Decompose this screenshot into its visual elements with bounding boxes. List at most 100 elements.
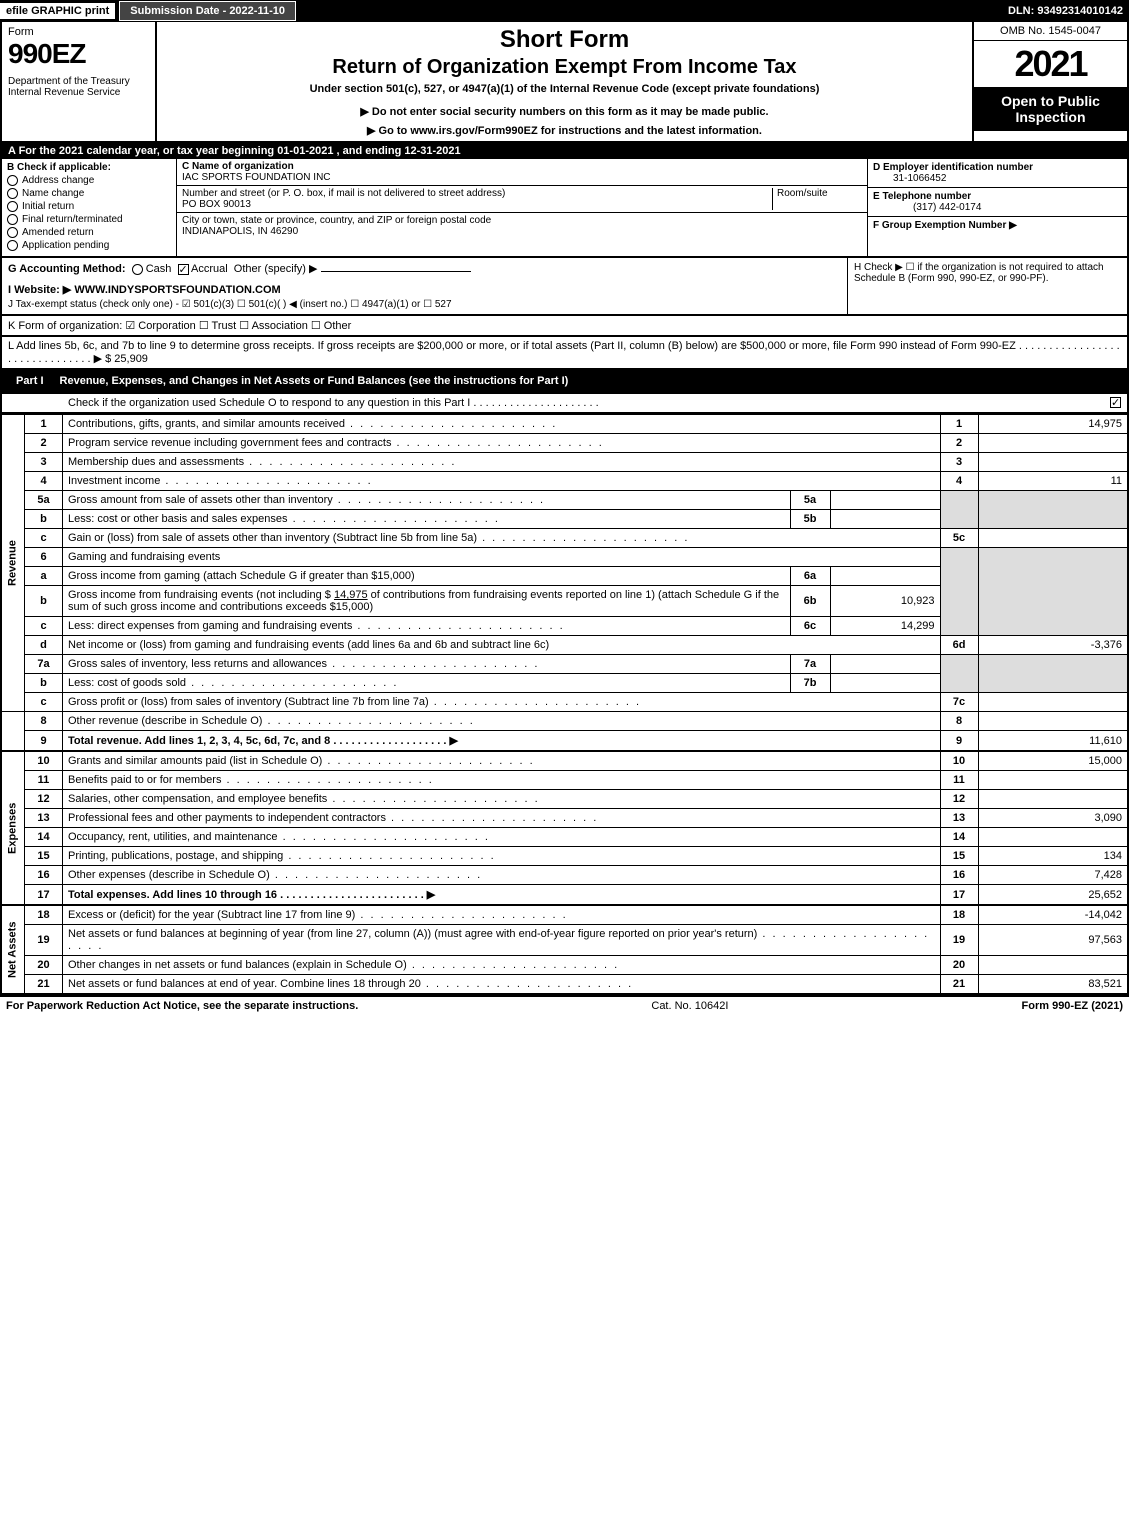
top-bar: efile GRAPHIC print Submission Date - 20… — [0, 0, 1129, 22]
l15-desc: Printing, publications, postage, and shi… — [68, 850, 283, 862]
l14-ln: 14 — [940, 828, 978, 847]
l18-ln: 18 — [940, 905, 978, 925]
l8-desc: Other revenue (describe in Schedule O) — [68, 715, 262, 727]
l19-desc: Net assets or fund balances at beginning… — [68, 928, 757, 940]
city-label: City or town, state or province, country… — [182, 215, 491, 226]
l7b-desc: Less: cost of goods sold — [68, 677, 186, 689]
col-b-check-applicable: B Check if applicable: Address change Na… — [2, 159, 177, 256]
efile-label: efile GRAPHIC print — [0, 3, 115, 19]
l16-desc: Other expenses (describe in Schedule O) — [68, 869, 270, 881]
room-label: Room/suite — [777, 188, 828, 199]
l-text: L Add lines 5b, 6c, and 7b to line 9 to … — [8, 340, 1120, 365]
l13-val: 3,090 — [978, 809, 1128, 828]
l3-desc: Membership dues and assessments — [68, 456, 244, 468]
l12-desc: Salaries, other compensation, and employ… — [68, 793, 327, 805]
l6-num: 6 — [25, 548, 63, 567]
l6d-ln: 6d — [940, 636, 978, 655]
l17-val: 25,652 — [978, 885, 1128, 906]
l5b-sv — [830, 510, 940, 529]
subtitle: Under section 501(c), 527, or 4947(a)(1)… — [165, 83, 964, 95]
tax-year: 2021 — [974, 41, 1127, 87]
goto-note: ▶ Go to www.irs.gov/Form990EZ for instru… — [165, 124, 964, 137]
l4-val: 11 — [978, 472, 1128, 491]
l5c-val — [978, 529, 1128, 548]
chk-application-pending[interactable] — [7, 240, 18, 251]
l8-val — [978, 712, 1128, 731]
l14-num: 14 — [25, 828, 63, 847]
l2-val — [978, 434, 1128, 453]
form-word: Form — [8, 26, 149, 38]
opt-initial-return: Initial return — [22, 201, 74, 212]
l3-ln: 3 — [940, 453, 978, 472]
l15-ln: 15 — [940, 847, 978, 866]
chk-accrual[interactable] — [178, 264, 189, 275]
row-l: L Add lines 5b, 6c, and 7b to line 9 to … — [0, 337, 1129, 370]
radio-cash[interactable] — [132, 264, 143, 275]
l13-num: 13 — [25, 809, 63, 828]
side-netassets: Net Assets — [1, 905, 25, 994]
street-value: PO BOX 90013 — [182, 199, 251, 210]
part1-schedule-o-check[interactable] — [1110, 397, 1121, 408]
l4-num: 4 — [25, 472, 63, 491]
l6a-sv — [830, 567, 940, 586]
l7a-num: 7a — [25, 655, 63, 674]
c-name-label: C Name of organization — [182, 161, 294, 172]
l8-ln: 8 — [940, 712, 978, 731]
l21-desc: Net assets or fund balances at end of ye… — [68, 978, 421, 990]
l7b-sn: 7b — [790, 674, 830, 693]
l16-ln: 16 — [940, 866, 978, 885]
chk-address-change[interactable] — [7, 175, 18, 186]
l6b-sv: 10,923 — [830, 586, 940, 617]
l-val: 25,909 — [114, 353, 148, 365]
l7b-sv — [830, 674, 940, 693]
l7a-sn: 7a — [790, 655, 830, 674]
l10-num: 10 — [25, 751, 63, 771]
part1-title: Revenue, Expenses, and Changes in Net As… — [60, 375, 569, 387]
l6d-num: d — [25, 636, 63, 655]
l4-desc: Investment income — [68, 475, 160, 487]
chk-initial-return[interactable] — [7, 201, 18, 212]
opt-final-return: Final return/terminated — [22, 214, 123, 225]
l8-num: 8 — [25, 712, 63, 731]
lines-table: Revenue 1 Contributions, gifts, grants, … — [0, 414, 1129, 995]
org-name: IAC SPORTS FOUNDATION INC — [182, 172, 331, 183]
l5a-sn: 5a — [790, 491, 830, 510]
l6b-sn: 6b — [790, 586, 830, 617]
l6d-desc: Net income or (loss) from gaming and fun… — [63, 636, 941, 655]
l6b-num: b — [25, 586, 63, 617]
col-c-org-info: C Name of organization IAC SPORTS FOUNDA… — [177, 159, 867, 256]
l5a-sv — [830, 491, 940, 510]
l7c-val — [978, 693, 1128, 712]
chk-amended-return[interactable] — [7, 227, 18, 238]
l14-desc: Occupancy, rent, utilities, and maintena… — [68, 831, 278, 843]
ssn-note: ▶ Do not enter social security numbers o… — [165, 105, 964, 118]
side-revenue: Revenue — [1, 415, 25, 712]
header-right: OMB No. 1545-0047 2021 Open to Public In… — [972, 22, 1127, 141]
opt-cash: Cash — [146, 263, 172, 275]
l11-val — [978, 771, 1128, 790]
l6b-desc1: Gross income from fundraising events (no… — [68, 589, 334, 601]
phone-value: (317) 442-0174 — [873, 202, 981, 213]
l3-num: 3 — [25, 453, 63, 472]
l11-ln: 11 — [940, 771, 978, 790]
ein-value: 31-1066452 — [873, 173, 946, 184]
l18-desc: Excess or (deficit) for the year (Subtra… — [68, 909, 355, 921]
chk-final-return[interactable] — [7, 214, 18, 225]
opt-address-change: Address change — [22, 175, 94, 186]
l9-val: 11,610 — [978, 731, 1128, 752]
l20-num: 20 — [25, 956, 63, 975]
b-label: B Check if applicable: — [7, 162, 171, 173]
g-label: G Accounting Method: — [8, 263, 126, 275]
row-k: K Form of organization: ☑ Corporation ☐ … — [0, 316, 1129, 337]
chk-name-change[interactable] — [7, 188, 18, 199]
l5b-sn: 5b — [790, 510, 830, 529]
l1-desc: Contributions, gifts, grants, and simila… — [68, 418, 345, 430]
footer-left: For Paperwork Reduction Act Notice, see … — [6, 1000, 358, 1012]
l5a-num: 5a — [25, 491, 63, 510]
i-website: I Website: ▶ WWW.INDYSPORTSFOUNDATION.CO… — [8, 283, 841, 296]
omb-number: OMB No. 1545-0047 — [974, 22, 1127, 41]
l5a-desc: Gross amount from sale of assets other t… — [68, 494, 333, 506]
l1-val: 14,975 — [978, 415, 1128, 434]
l5c-ln: 5c — [940, 529, 978, 548]
l19-num: 19 — [25, 925, 63, 956]
